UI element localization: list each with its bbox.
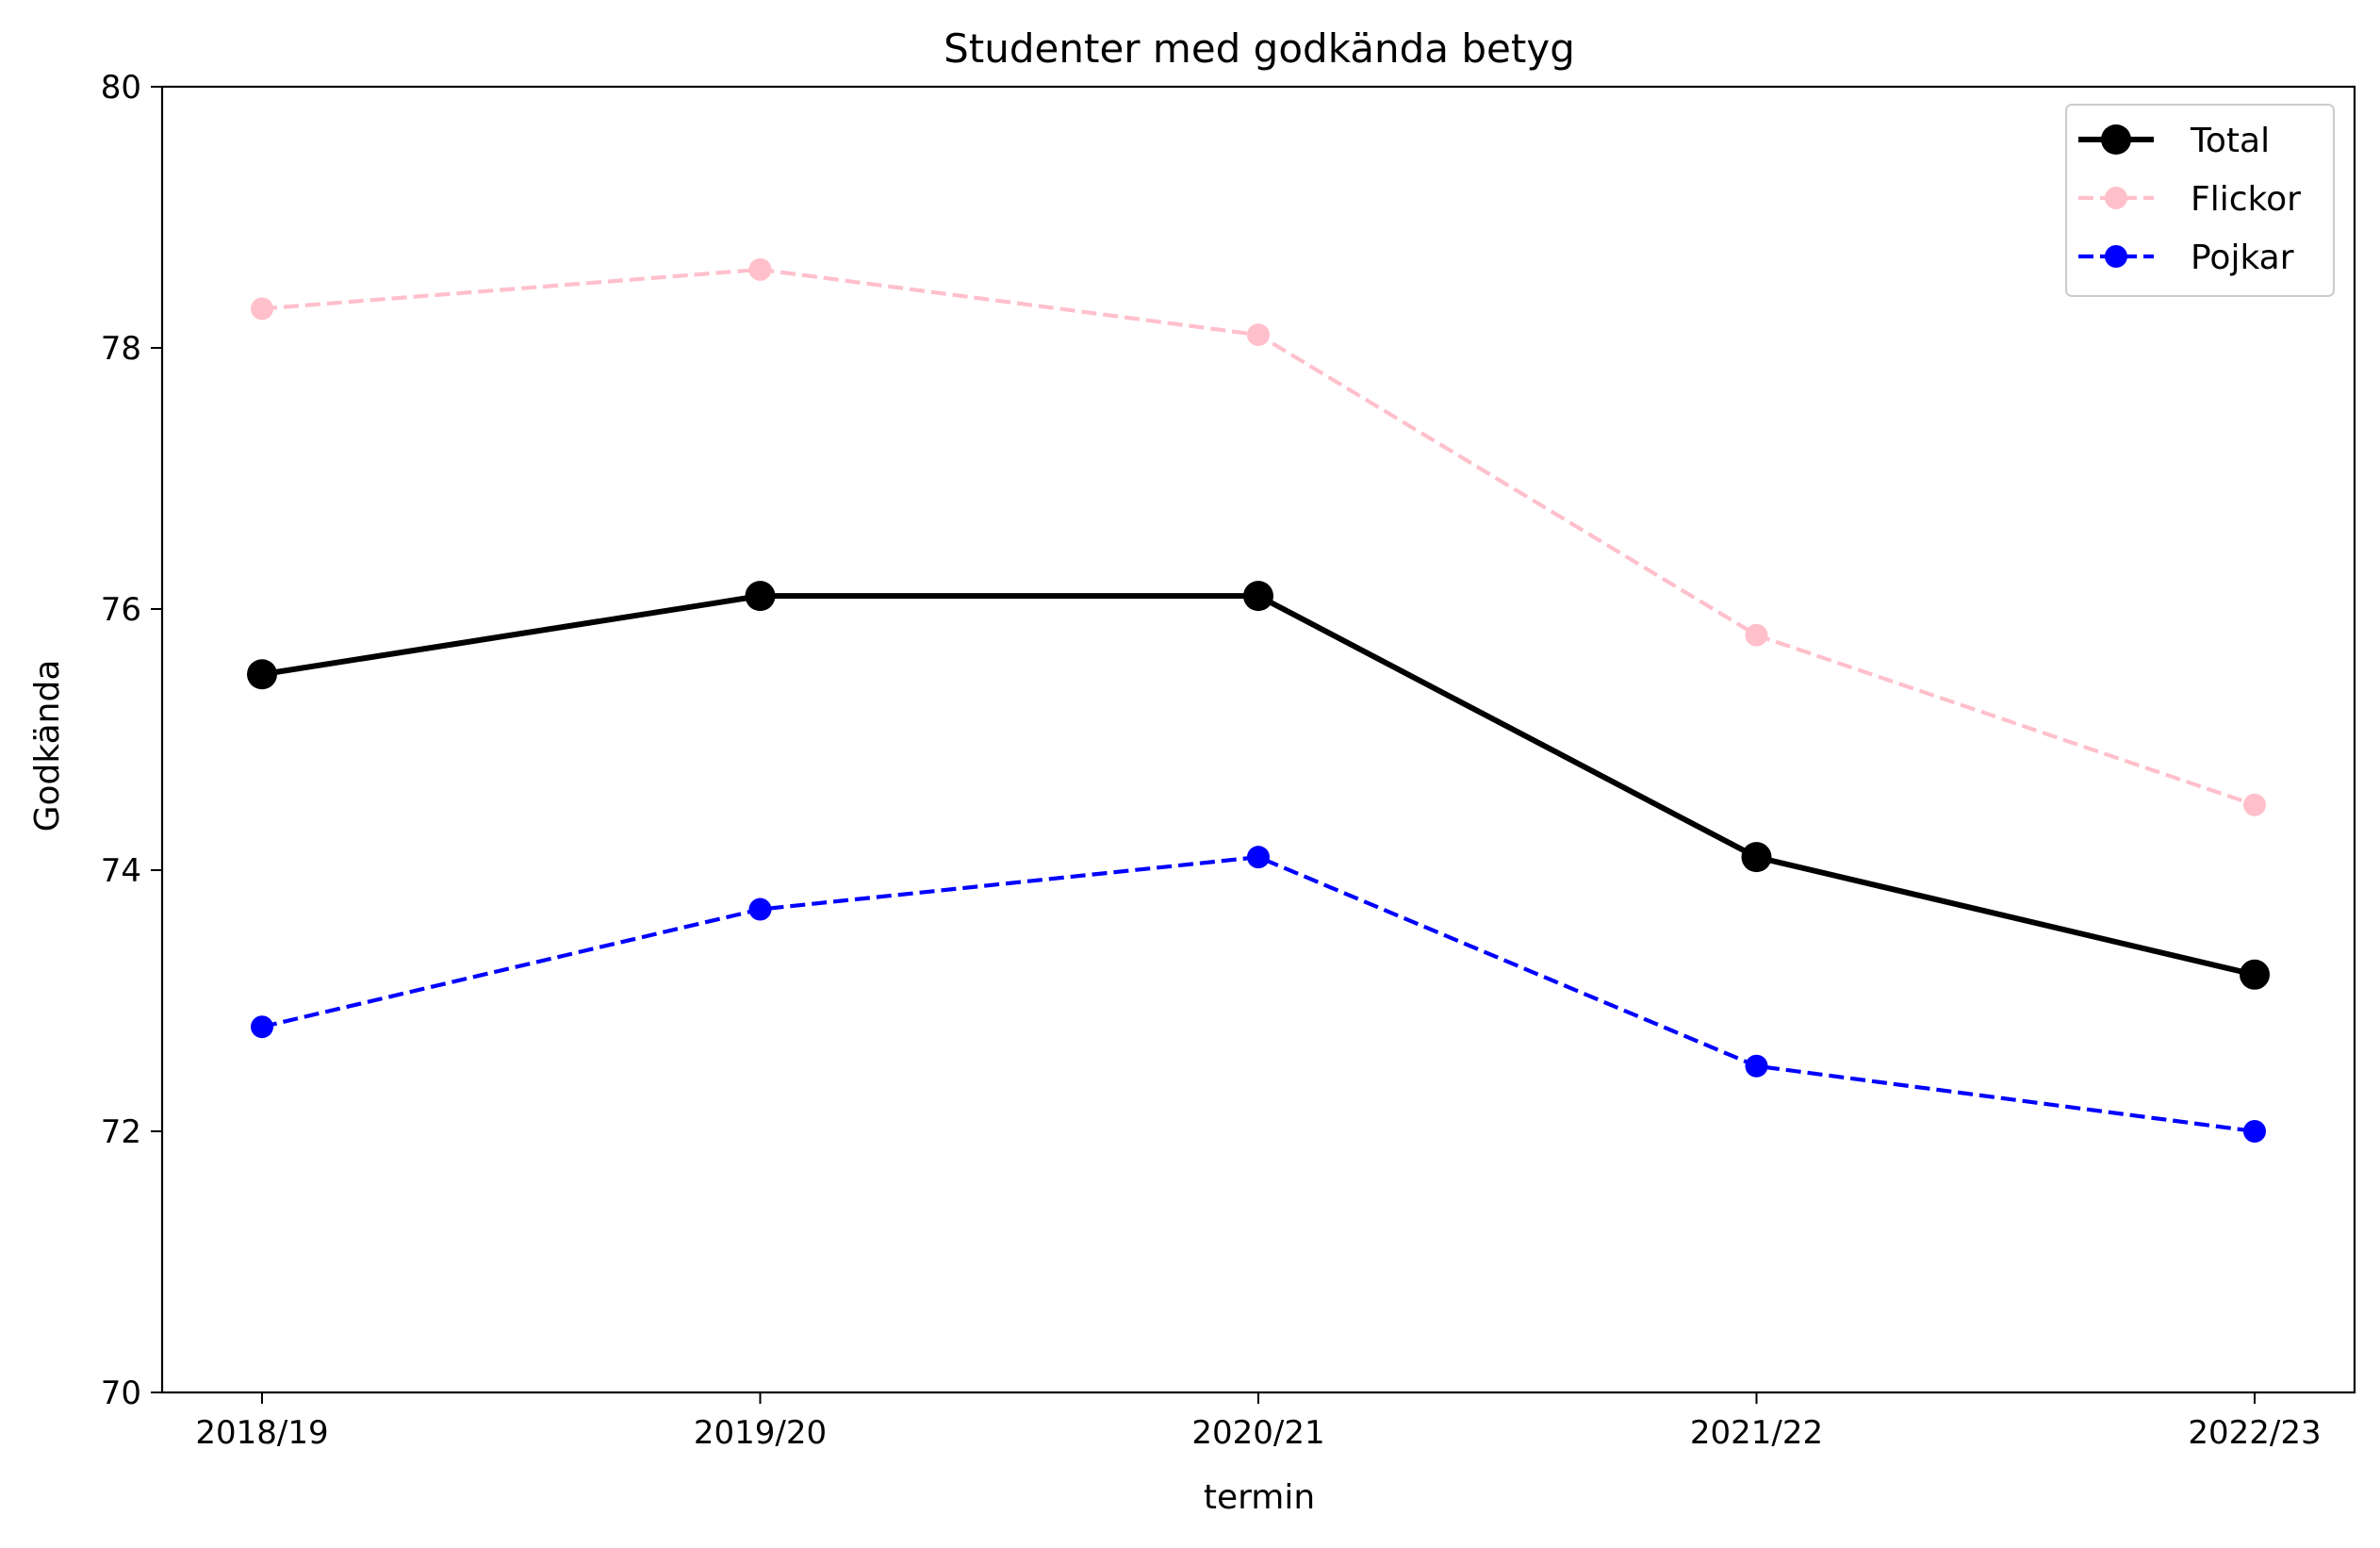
data-point-flickor [748, 257, 772, 281]
data-point-flickor [251, 297, 273, 321]
data-point-total [1741, 842, 1772, 873]
legend-marker-total [2101, 124, 2131, 155]
y-tick-label: 74 [101, 852, 141, 890]
legend-label-flickor: Flickor [2191, 180, 2301, 219]
data-point-pojkar [1745, 1054, 1768, 1078]
y-tick-label: 70 [101, 1375, 141, 1412]
series-line-pojkar [261, 855, 2256, 1134]
series-line-total [261, 593, 2256, 978]
x-tick-label: 2022/23 [2188, 1414, 2321, 1452]
chart-title: Studenter med godkända betyg [944, 25, 1575, 72]
data-point-total [2240, 959, 2270, 990]
plot-area-frame [160, 85, 2356, 1394]
data-point-pojkar [2243, 1120, 2266, 1143]
data-point-total [247, 659, 277, 690]
legend-box [2065, 104, 2335, 297]
x-tick-label: 2021/22 [1690, 1414, 1823, 1452]
y-tick-label: 78 [101, 330, 141, 368]
y-axis-label: Godkända [28, 660, 67, 832]
legend-marker-flickor [2105, 187, 2127, 209]
legend-label-pojkar: Pojkar [2191, 239, 2294, 277]
data-point-pojkar [748, 898, 772, 921]
y-tick-label: 80 [101, 69, 141, 107]
x-axis-label: termin [1204, 1478, 1315, 1517]
legend-label-total: Total [2190, 122, 2270, 160]
data-point-flickor [1745, 623, 1768, 647]
data-point-total [745, 581, 776, 612]
data-point-flickor [1247, 323, 1270, 347]
data-point-flickor [2243, 793, 2266, 816]
x-tick-label: 2019/20 [694, 1414, 827, 1452]
x-tick-label: 2020/21 [1191, 1414, 1324, 1452]
y-tick-label: 72 [101, 1113, 141, 1151]
legend: Total Flickor Pojkar [2065, 104, 2335, 297]
legend-marker-pojkar [2105, 245, 2127, 268]
data-point-total [1243, 581, 1273, 612]
data-series [247, 257, 2270, 1143]
x-tick-label: 2018/19 [195, 1414, 328, 1452]
data-point-pojkar [251, 1015, 273, 1039]
y-tick-label: 76 [101, 591, 141, 629]
series-line-flickor [261, 267, 2256, 807]
data-point-pojkar [1247, 846, 1270, 869]
axis-ticks: 2018/19 2019/20 2020/21 2021/22 2022/23 70 72 7… [101, 69, 2322, 1452]
